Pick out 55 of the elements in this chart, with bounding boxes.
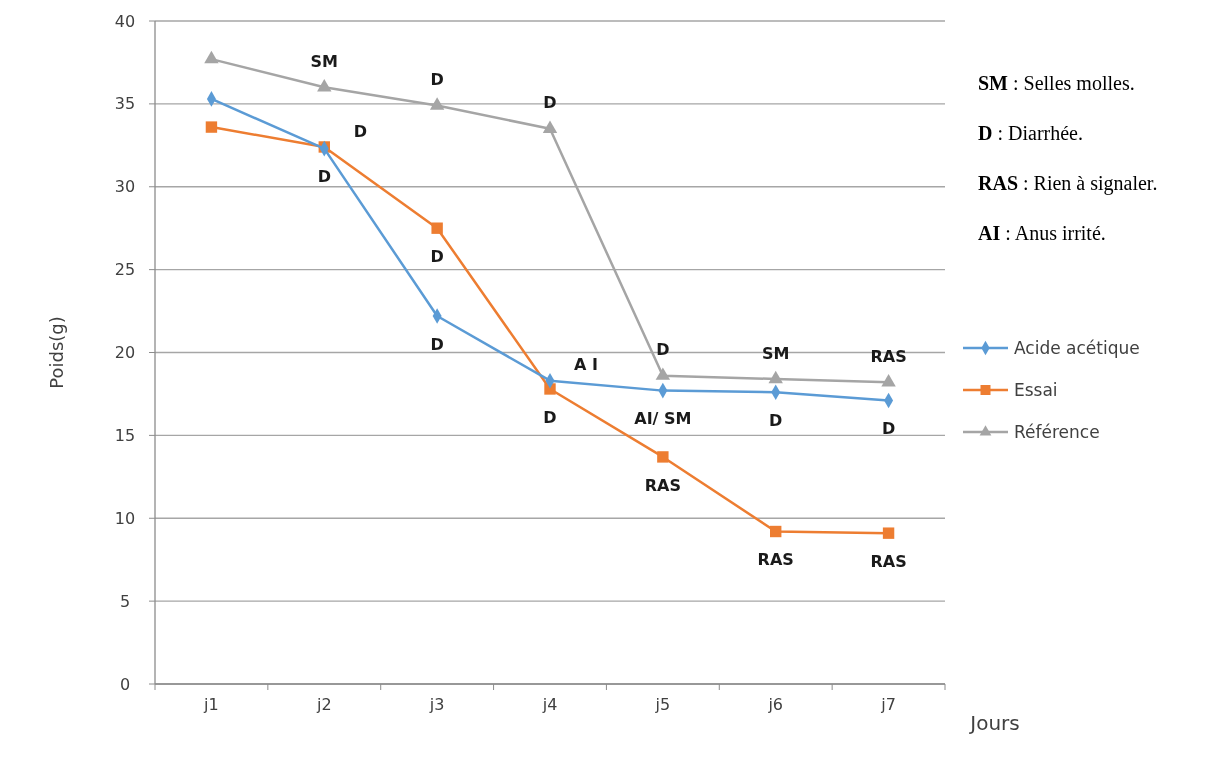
point bbox=[655, 367, 671, 380]
point bbox=[429, 97, 445, 110]
y-tick-label: 40 bbox=[114, 11, 136, 31]
x-tick-label: j6 bbox=[767, 695, 784, 714]
y-tick-label: 10 bbox=[114, 508, 136, 528]
point bbox=[882, 527, 895, 539]
point bbox=[317, 78, 332, 92]
point bbox=[431, 222, 443, 234]
point bbox=[881, 374, 896, 387]
annotation: D bbox=[430, 334, 444, 354]
y-tick-label: 30 bbox=[114, 177, 136, 197]
annotation: AI/ SM bbox=[634, 409, 692, 429]
annotation: D bbox=[656, 340, 670, 360]
point bbox=[204, 50, 219, 64]
legend-label: Essai bbox=[1014, 379, 1058, 400]
y-tick-label: 5 bbox=[119, 591, 131, 611]
annotation: D bbox=[353, 121, 367, 141]
annotation: A I bbox=[574, 355, 598, 375]
y-tick-label: 20 bbox=[114, 343, 136, 363]
point bbox=[770, 525, 782, 538]
x-tick-label: j5 bbox=[654, 695, 671, 714]
annotation: RAS bbox=[870, 346, 907, 366]
y-tick-label: 35 bbox=[114, 94, 136, 114]
annotation: D bbox=[769, 410, 783, 430]
text: D : Diarrhée. bbox=[978, 122, 1083, 144]
y-axis-title: Poids(g) bbox=[46, 316, 67, 389]
x-tick-label: j1 bbox=[203, 695, 219, 714]
point bbox=[657, 451, 669, 463]
y-tick-label: 25 bbox=[114, 260, 136, 280]
x-axis-title: Jours bbox=[968, 711, 1020, 735]
annotation: RAS bbox=[644, 475, 681, 495]
legend-label: Acide acétique bbox=[1014, 337, 1140, 358]
annotation: D bbox=[543, 93, 557, 113]
annotation: D bbox=[430, 70, 444, 90]
y-tick-label: 15 bbox=[114, 425, 136, 445]
text: AI : Anus irrité. bbox=[978, 222, 1106, 244]
x-tick-label: j7 bbox=[880, 695, 896, 714]
point bbox=[205, 121, 218, 133]
annotation: D bbox=[317, 167, 331, 187]
annotation: D bbox=[881, 419, 896, 439]
x-tick-label: j3 bbox=[428, 695, 445, 714]
legend-label: Référence bbox=[1014, 421, 1100, 442]
point bbox=[768, 370, 783, 384]
annotation: RAS bbox=[870, 551, 907, 571]
annotation: RAS bbox=[757, 550, 794, 570]
y-tick-label: 0 bbox=[119, 674, 131, 694]
annotation: D bbox=[543, 407, 557, 427]
point bbox=[542, 120, 558, 133]
annotation: D bbox=[430, 246, 444, 266]
x-tick-label: j4 bbox=[541, 695, 558, 714]
text: RAS : Rien à signaler. bbox=[978, 172, 1158, 195]
text: SM : Selles molles. bbox=[978, 72, 1135, 94]
annotation: SM bbox=[761, 343, 790, 363]
x-tick-label: j2 bbox=[315, 695, 332, 714]
annotation: SM bbox=[310, 51, 339, 71]
